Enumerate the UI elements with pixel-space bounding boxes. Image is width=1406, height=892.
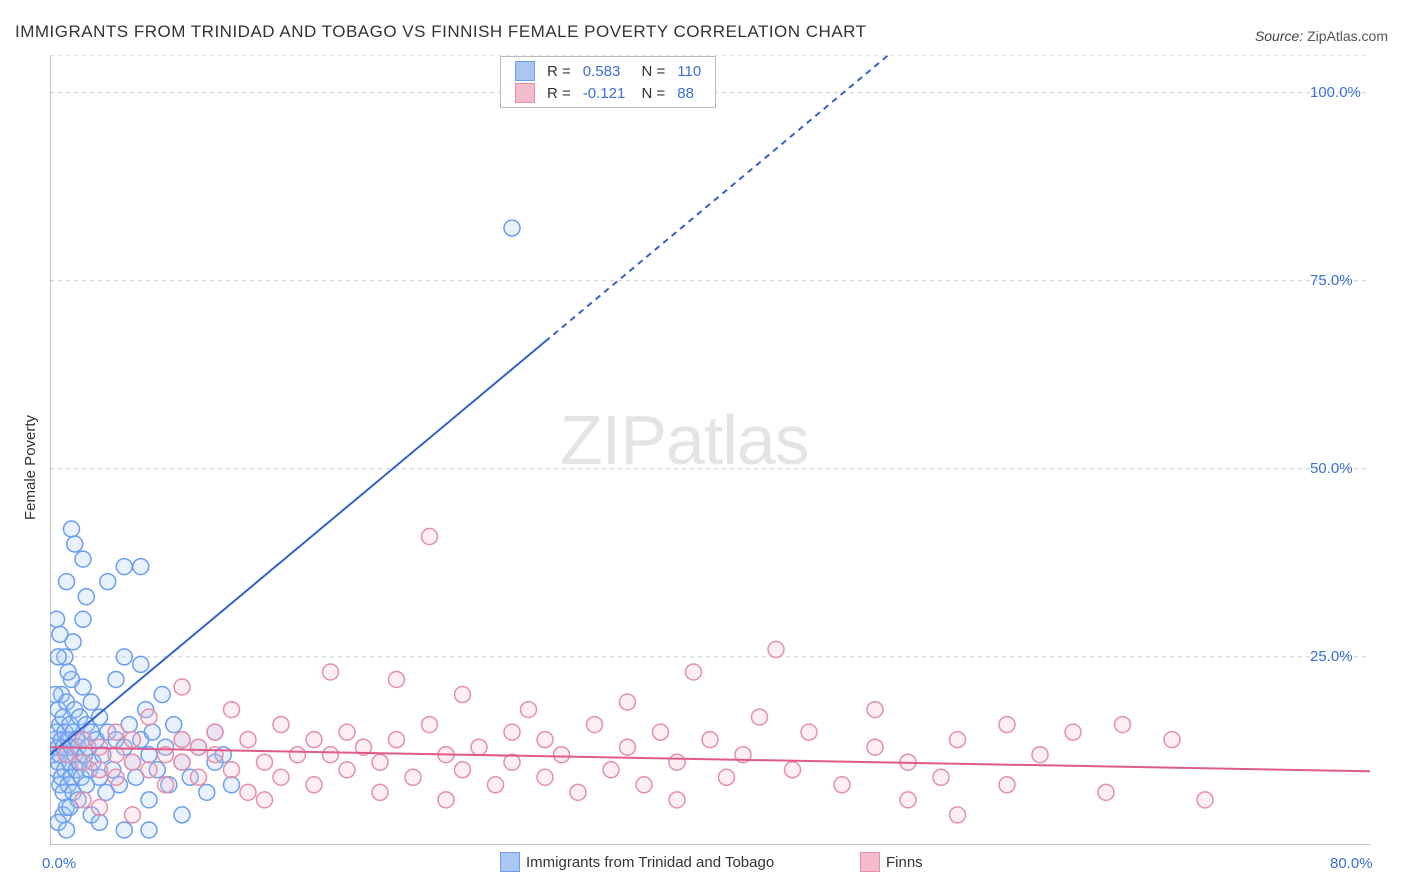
r-value-trinidad: 0.583: [577, 60, 632, 82]
r-label: R =: [541, 82, 577, 104]
y-tick: 50.0%: [1310, 460, 1353, 477]
n-label: N =: [631, 82, 671, 104]
legend-swatch-trinidad: [500, 852, 520, 872]
r-value-finns: -0.121: [577, 82, 632, 104]
legend-label-finns: Finns: [886, 854, 923, 871]
swatch-finns: [515, 83, 535, 103]
swatch-trinidad: [515, 61, 535, 81]
legend-label-trinidad: Immigrants from Trinidad and Tobago: [526, 854, 774, 871]
y-tick: 100.0%: [1310, 84, 1361, 101]
n-value-finns: 88: [671, 82, 707, 104]
r-label: R =: [541, 60, 577, 82]
stats-row-trinidad: R = 0.583 N = 110: [509, 60, 707, 82]
chart-container: IMMIGRANTS FROM TRINIDAD AND TOBAGO VS F…: [0, 0, 1406, 892]
y-tick: 25.0%: [1310, 648, 1353, 665]
x-tick-start: 0.0%: [42, 855, 76, 872]
scatter-plot: [50, 55, 1370, 845]
source-attribution: Source: ZipAtlas.com: [1255, 28, 1388, 44]
x-tick-end: 80.0%: [1330, 855, 1373, 872]
legend-swatch-finns: [860, 852, 880, 872]
correlation-stats-box: R = 0.583 N = 110 R = -0.121 N = 88: [500, 56, 716, 108]
n-value-trinidad: 110: [671, 60, 707, 82]
legend-item-trinidad: Immigrants from Trinidad and Tobago: [500, 852, 774, 872]
source-name: ZipAtlas.com: [1307, 28, 1388, 44]
chart-title: IMMIGRANTS FROM TRINIDAD AND TOBAGO VS F…: [15, 22, 867, 42]
y-axis-label: Female Poverty: [22, 415, 39, 520]
n-label: N =: [631, 60, 671, 82]
legend-item-finns: Finns: [860, 852, 923, 872]
y-tick: 75.0%: [1310, 272, 1353, 289]
stats-row-finns: R = -0.121 N = 88: [509, 82, 707, 104]
source-label: Source:: [1255, 28, 1303, 44]
